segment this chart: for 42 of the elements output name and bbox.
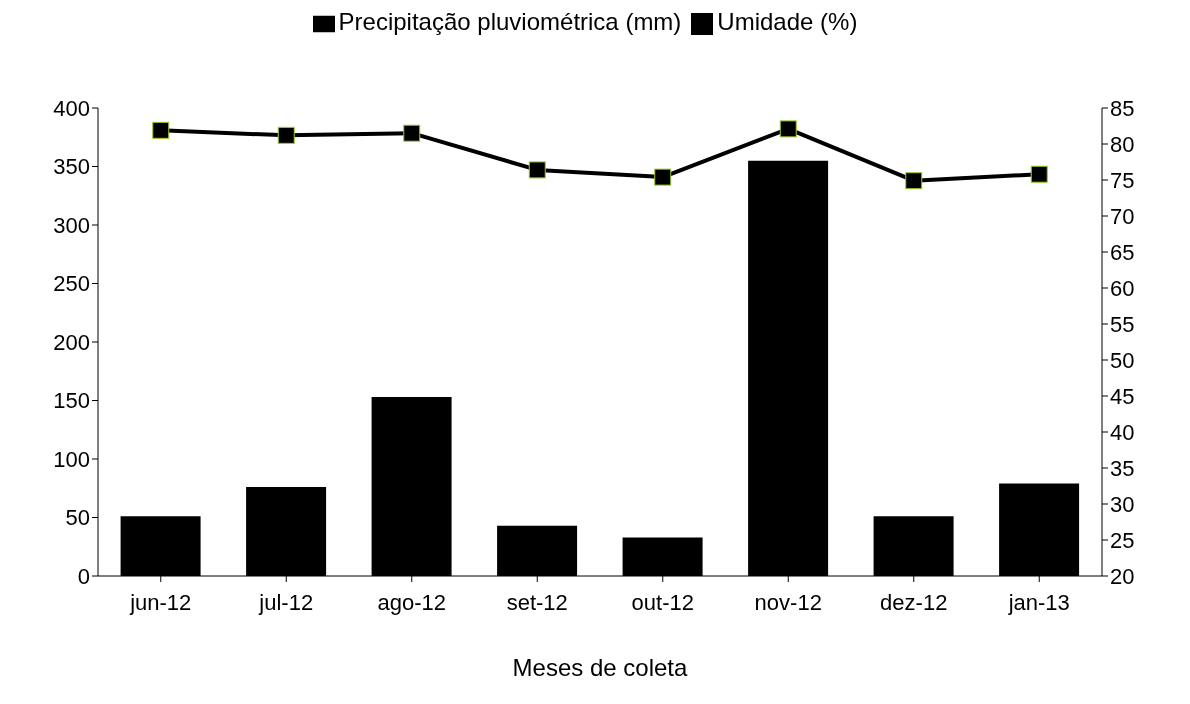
y-tick-label: 200	[53, 329, 90, 355]
point	[779, 120, 797, 138]
y2-tick-label: 20	[1110, 563, 1135, 589]
y-tick-label: 300	[53, 212, 90, 238]
y-tick-label: 100	[53, 446, 90, 472]
x-tick-label: out-12	[631, 589, 694, 615]
y2-tick-label: 45	[1110, 383, 1135, 409]
y2-tick-label: 40	[1110, 419, 1135, 445]
x-tick-label: ago-12	[377, 589, 447, 615]
y2-tick-label: 70	[1110, 203, 1135, 229]
y2-tick-label: 85	[1110, 95, 1135, 121]
y-tick-label: 0	[77, 563, 90, 589]
point	[152, 121, 170, 139]
y2-tick-label: 60	[1110, 275, 1135, 301]
point	[528, 161, 546, 179]
x-tick-label: jul-12	[258, 589, 314, 615]
y-tick-label: 250	[53, 271, 90, 297]
y-tick-label: 350	[53, 154, 90, 180]
y2-tick-label: 80	[1110, 131, 1135, 157]
y2-tick-label: 30	[1110, 491, 1135, 517]
y2-tick-label: 55	[1110, 311, 1135, 337]
x-axis-title: Meses de coleta	[512, 654, 689, 681]
x-tick-label: set-12	[506, 589, 568, 615]
y2-tick-label: 75	[1110, 167, 1135, 193]
x-tick-label: jun-12	[129, 589, 192, 615]
y2-tick-label: 35	[1110, 455, 1135, 481]
point	[403, 124, 421, 142]
legend-label: Precipitação pluviométrica (mm)	[338, 8, 682, 35]
point	[905, 172, 923, 190]
y2-tick-label: 65	[1110, 239, 1135, 265]
point	[654, 168, 672, 186]
y2-tick-label: 25	[1110, 527, 1135, 553]
x-tick-label: nov-12	[754, 589, 822, 615]
y2-tick-label: 50	[1110, 347, 1135, 373]
point	[277, 126, 295, 144]
y-tick-label: 150	[53, 388, 90, 414]
x-tick-label: jan-13	[1007, 589, 1070, 615]
y-tick-label: 50	[65, 505, 90, 531]
point	[1030, 165, 1048, 183]
y-tick-label: 400	[53, 95, 90, 121]
legend-label: Umidade (%)	[717, 8, 858, 35]
x-tick-label: dez-12	[880, 589, 948, 615]
